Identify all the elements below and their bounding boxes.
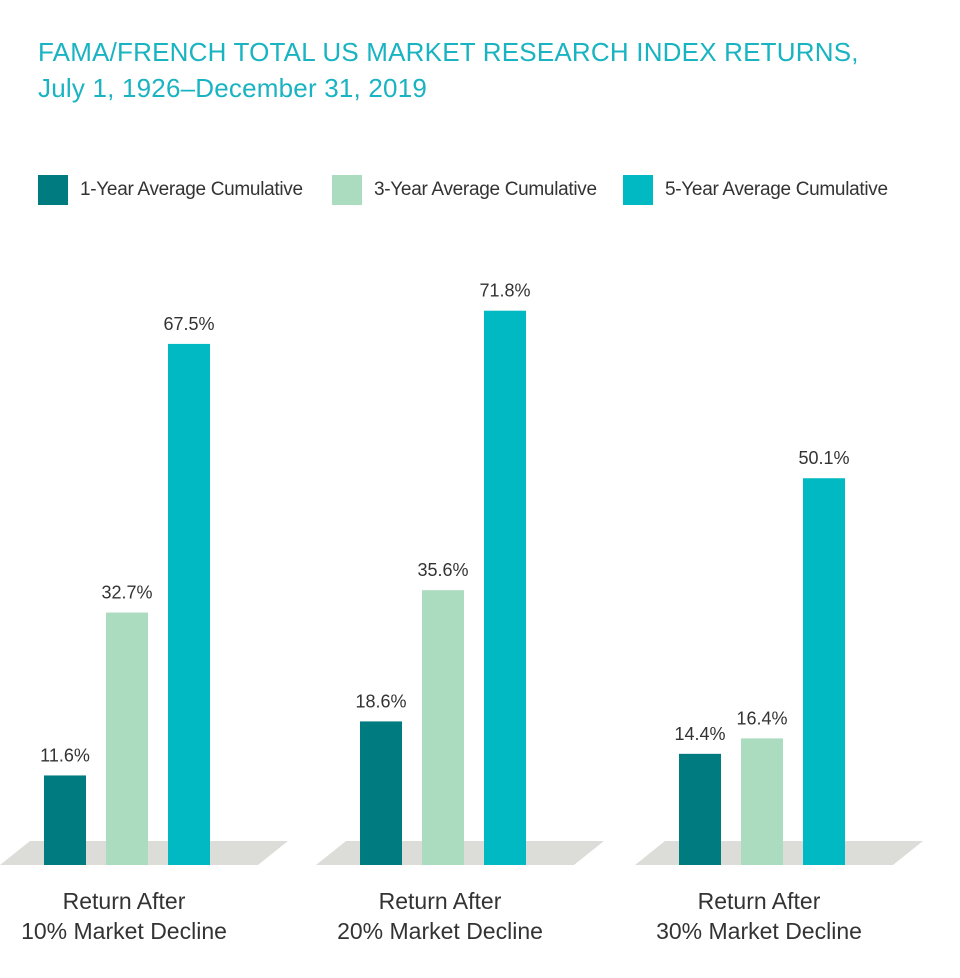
bar [679, 753, 721, 865]
bar [44, 775, 86, 865]
category-label: Return After [63, 888, 186, 914]
category-label: Return After [379, 888, 502, 914]
chart-title-line2: July 1, 1926–December 31, 2019 [38, 73, 428, 103]
bar-value-label: 18.6% [355, 691, 406, 711]
bar [106, 612, 148, 865]
bar-value-label: 50.1% [798, 448, 849, 468]
bar [484, 310, 526, 866]
bar-value-label: 16.4% [736, 708, 787, 728]
category-label: 20% Market Decline [337, 918, 543, 944]
legend-swatch-5-year [623, 175, 653, 205]
category-label: 10% Market Decline [21, 918, 227, 944]
legend-item-5-year: 5-Year Average Cumulative [623, 174, 888, 206]
bar-value-label: 32.7% [101, 583, 152, 603]
legend-label-3-year: 3-Year Average Cumulative [374, 179, 597, 200]
legend-label-1-year: 1-Year Average Cumulative [80, 179, 303, 200]
bar [803, 478, 845, 865]
legend-label-5-year: 5-Year Average Cumulative [665, 179, 888, 200]
legend-item-3-year: 3-Year Average Cumulative [332, 174, 597, 206]
chart-title-line1: FAMA/FRENCH TOTAL US MARKET RESEARCH IND… [38, 37, 859, 67]
bar-value-label: 14.4% [674, 724, 725, 744]
bar [168, 343, 210, 865]
legend-item-1-year: 1-Year Average Cumulative [38, 174, 303, 206]
bar [360, 721, 402, 865]
legend-swatch-1-year [38, 175, 68, 205]
bar [422, 590, 464, 865]
bar-value-label: 11.6% [40, 745, 90, 765]
category-label: Return After [698, 888, 821, 914]
category-label: 30% Market Decline [656, 918, 862, 944]
legend: 1-Year Average Cumulative 3-Year Average… [38, 174, 938, 206]
legend-swatch-3-year [332, 175, 362, 205]
bar [741, 738, 783, 865]
bar-value-label: 67.5% [163, 314, 214, 334]
bar-value-label: 35.6% [417, 560, 468, 580]
bar-value-label: 71.8% [479, 281, 530, 301]
chart-title: FAMA/FRENCH TOTAL US MARKET RESEARCH IND… [38, 34, 859, 106]
